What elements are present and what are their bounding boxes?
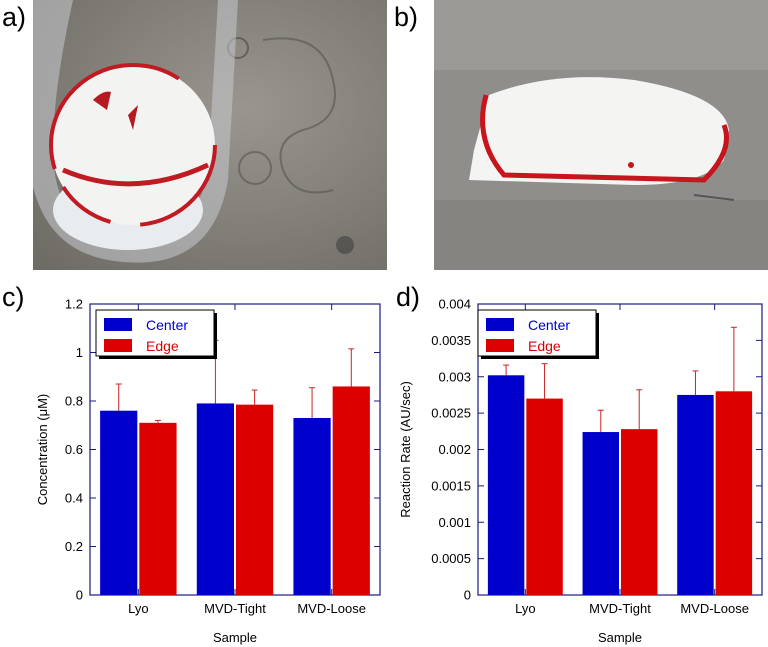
x-tick-label: MVD-Loose [680, 601, 749, 616]
y-tick-label: 1 [76, 345, 83, 360]
legend-swatch-center [104, 318, 132, 331]
legend-swatch-edge [486, 339, 514, 352]
legend-label-edge: Edge [146, 338, 179, 354]
y-tick-label: 0.8 [65, 394, 83, 409]
panel-label-c: c) [2, 282, 25, 312]
x-tick-label: Lyo [128, 601, 148, 616]
x-axis-label: Sample [213, 630, 257, 645]
y-tick-label: 0.2 [65, 539, 83, 554]
y-tick-label: 0.002 [438, 442, 471, 457]
legend-label-edge: Edge [528, 338, 561, 354]
y-tick-label: 0.0005 [431, 551, 471, 566]
y-tick-label: 0.0035 [431, 333, 471, 348]
chart-c-concentration: 0 0.2 0.4 0.6 0.8 1 1.2 Lyo MVD-Tight MVD-Loose Sa… [35, 297, 381, 645]
y-tick-label: 0 [76, 588, 83, 603]
y-tick-label: 1.2 [65, 297, 83, 312]
bar-edge [236, 404, 274, 595]
x-tick-label: MVD-Tight [204, 601, 266, 616]
bar-center [582, 432, 619, 595]
y-tick-label: 0.001 [438, 515, 471, 530]
legend-swatch-center [486, 318, 514, 331]
bar-edge [139, 422, 177, 595]
panel-label-d: d) [396, 282, 421, 312]
y-tick-label: 0.0015 [431, 478, 471, 493]
y-tick-label: 0.004 [438, 297, 471, 312]
bar-center [100, 410, 138, 595]
bar-center [677, 394, 714, 595]
x-tick-label: MVD-Tight [589, 601, 651, 616]
chart-d-reaction-rate: 0 0.0005 0.001 0.0015 0.002 0.0025 0.003 0.0035… [398, 297, 763, 645]
x-tick-label: Lyo [515, 601, 535, 616]
photo-a-sample-in-vial [33, 0, 387, 270]
bar-edge [621, 429, 658, 595]
x-tick-label: MVD-Loose [297, 601, 366, 616]
panel-label-b: b) [394, 2, 419, 32]
bar-edge [715, 391, 753, 595]
y-tick-label: 0.003 [438, 369, 471, 384]
legend-swatch-edge [104, 339, 132, 352]
x-axis-label: Sample [598, 630, 642, 645]
bar-center [196, 403, 234, 595]
bar-edge [526, 398, 563, 595]
bar-edge [332, 386, 370, 595]
y-axis-label: Concentration (μM) [35, 394, 50, 506]
bar-center [487, 375, 525, 595]
y-tick-label: 0.4 [65, 491, 83, 506]
legend-label-center: Center [146, 317, 188, 333]
panel-label-a: a) [2, 2, 27, 32]
bar-center [293, 417, 331, 595]
y-tick-label: 0.6 [65, 442, 83, 457]
y-tick-label: 0.0025 [431, 406, 471, 421]
y-axis-label: Reaction Rate (AU/sec) [398, 381, 413, 518]
y-tick-label: 0 [464, 588, 471, 603]
photo-b-sample-side-view [434, 0, 768, 270]
legend-label-center: Center [528, 317, 570, 333]
